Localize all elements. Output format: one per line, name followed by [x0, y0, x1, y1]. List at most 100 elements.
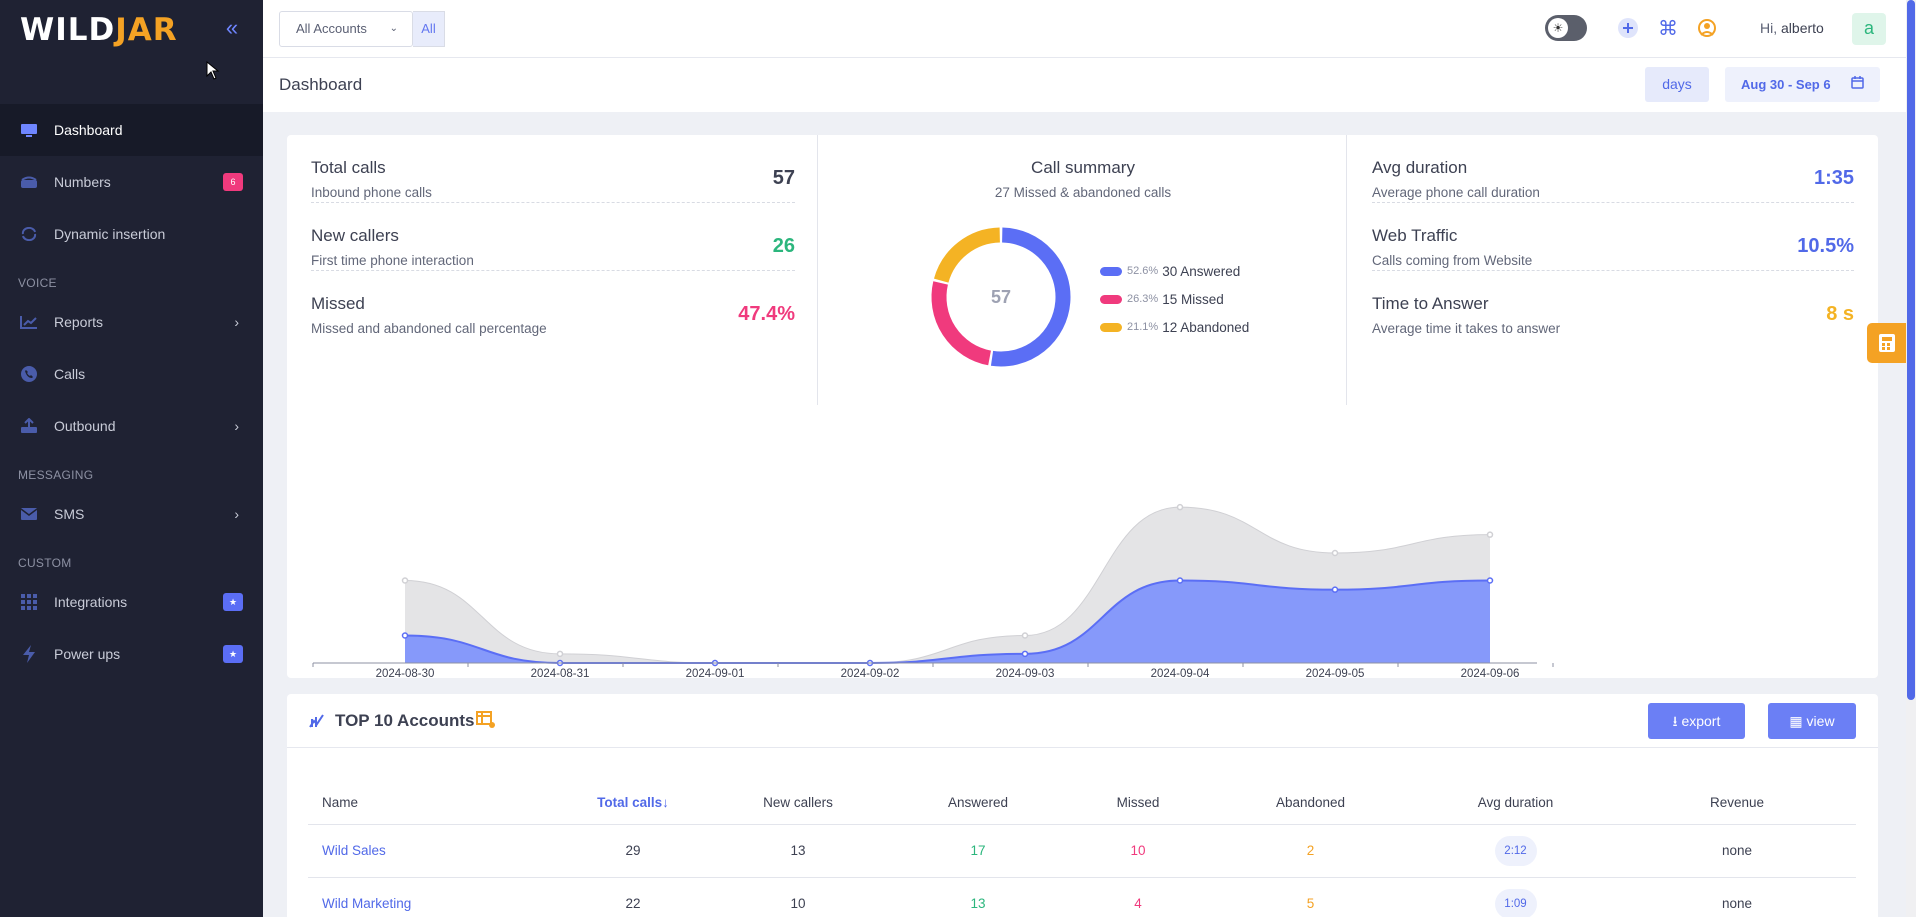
sun-icon: ☀: [1548, 18, 1568, 38]
sidebar-item-calls[interactable]: Calls: [0, 348, 263, 400]
x-tick-label: 2024-09-02: [841, 668, 900, 678]
account-select[interactable]: All Accounts ⌄: [279, 11, 413, 47]
data-point[interactable]: [1486, 577, 1494, 584]
support-icon[interactable]: [1695, 16, 1719, 40]
sidebar-item-outbound[interactable]: Outbound ›: [0, 400, 263, 452]
cell-revenue: none: [1618, 824, 1856, 878]
account-link[interactable]: Wild Marketing: [308, 877, 558, 917]
table-settings-icon[interactable]: [476, 711, 496, 734]
avatar[interactable]: a: [1852, 13, 1886, 45]
sidebar-item-numbers[interactable]: Numbers 6: [0, 156, 263, 208]
legend-answered[interactable]: 52.6% 30 Answered: [1100, 257, 1249, 285]
sidebar-item-label: Power ups: [54, 646, 121, 662]
sidebar-item-integrations[interactable]: Integrations ★: [0, 576, 263, 628]
stat-title: Time to Answer: [1372, 294, 1489, 313]
stat-value: 1:35: [1813, 167, 1854, 189]
data-point[interactable]: [401, 632, 409, 639]
date-range-picker[interactable]: Aug 30 - Sep 6: [1725, 67, 1880, 102]
stat-total-calls[interactable]: Total calls Inbound phone calls 57: [311, 135, 795, 203]
legend-label: 12 Abandoned: [1162, 319, 1250, 335]
sidebar-item-label: Integrations: [54, 594, 128, 610]
export-button[interactable]: ⭳ export: [1648, 703, 1745, 739]
data-point[interactable]: [1331, 586, 1339, 593]
legend-missed[interactable]: 26.3% 15 Missed: [1100, 285, 1249, 313]
data-point[interactable]: [1486, 531, 1494, 538]
call-summary-donut[interactable]: 57: [921, 217, 1081, 377]
data-point[interactable]: [556, 650, 564, 658]
data-point[interactable]: [1176, 503, 1184, 511]
area-answered[interactable]: [405, 580, 1490, 664]
stat-missed[interactable]: Missed Missed and abandoned call percent…: [311, 271, 795, 339]
col-avg-duration[interactable]: Avg duration: [1413, 782, 1618, 825]
data-point[interactable]: [1021, 650, 1029, 658]
theme-toggle[interactable]: ☀: [1545, 15, 1587, 41]
col-missed[interactable]: Missed: [1068, 782, 1208, 825]
calls-area-chart[interactable]: 2024-08-30 2024-08-31 2024-09-01 2024-09-02…: [287, 405, 1878, 678]
collapse-sidebar-icon[interactable]: «: [225, 15, 239, 40]
donut-slice-abandoned[interactable]: [933, 227, 1001, 283]
donut-slice-missed[interactable]: [931, 281, 992, 366]
account-select-value: All Accounts: [296, 21, 367, 36]
view-button[interactable]: ▦ view: [1768, 703, 1856, 739]
star-badge: ★: [223, 645, 243, 663]
scrollbar-thumb[interactable]: [1907, 0, 1915, 700]
section-voice: VOICE: [18, 276, 57, 290]
page-header: Dashboard days Aug 30 - Sep 6: [263, 58, 1906, 112]
grid-icon: [18, 593, 40, 611]
col-total-calls[interactable]: Total calls↓: [558, 782, 708, 825]
stat-value: 57: [772, 167, 795, 189]
col-name[interactable]: Name: [308, 782, 558, 825]
data-point[interactable]: [1176, 577, 1184, 584]
chevron-right-icon: ›: [234, 506, 239, 522]
stat-new-callers[interactable]: New callers First time phone interaction…: [311, 203, 795, 271]
stat-avg-duration[interactable]: Avg duration Average phone call duration…: [1372, 135, 1854, 203]
table-row: Wild Marketing 22 10 13 4 5 1:09 none: [308, 877, 1856, 917]
wildjar-logo[interactable]: WILDJAR: [20, 12, 178, 48]
x-tick-label: 2024-09-01: [686, 668, 745, 678]
data-point[interactable]: [401, 577, 409, 584]
stat-time-to-answer[interactable]: Time to Answer Average time it takes to …: [1372, 271, 1854, 339]
stat-value: 8 s: [1826, 303, 1854, 325]
col-revenue[interactable]: Revenue: [1618, 782, 1856, 825]
date-range-value: Aug 30 - Sep 6: [1741, 77, 1831, 92]
col-abandoned[interactable]: Abandoned: [1208, 782, 1413, 825]
stat-web-traffic[interactable]: Web Traffic Calls coming from Website 10…: [1372, 203, 1854, 271]
call-summary-subtitle: 27 Missed & abandoned calls: [994, 185, 1172, 200]
command-icon[interactable]: ⌘: [1658, 16, 1678, 40]
envelope-icon: [18, 505, 40, 523]
x-tick-label: 2024-09-05: [1306, 668, 1365, 678]
data-point[interactable]: [1331, 549, 1339, 557]
export-label: export: [1681, 713, 1721, 729]
sidebar: WILDJAR « Dashboard Numbers 6 Dynamic in…: [0, 0, 263, 917]
range-unit-button[interactable]: days: [1645, 67, 1709, 102]
legend-label: 15 Missed: [1162, 291, 1224, 307]
account-all-button[interactable]: All: [413, 11, 445, 47]
sidebar-item-dashboard[interactable]: Dashboard: [0, 104, 263, 156]
calculator-tab[interactable]: [1867, 323, 1906, 363]
stat-title: Web Traffic: [1372, 226, 1458, 245]
legend-abandoned[interactable]: 21.1% 12 Abandoned: [1100, 313, 1249, 341]
col-answered[interactable]: Answered: [888, 782, 1068, 825]
add-icon[interactable]: [1616, 16, 1640, 40]
stat-title: Total calls: [311, 158, 386, 177]
stat-value: 10.5%: [1797, 235, 1854, 257]
donut-slice-answered[interactable]: [990, 227, 1071, 367]
col-new-callers[interactable]: New callers: [708, 782, 888, 825]
sidebar-item-sms[interactable]: SMS ›: [0, 488, 263, 540]
stat-subtitle: Missed and abandoned call percentage: [311, 321, 547, 336]
data-point[interactable]: [1021, 632, 1029, 639]
account-link[interactable]: Wild Sales: [308, 824, 558, 878]
sidebar-item-dynamic-insertion[interactable]: Dynamic insertion: [0, 208, 263, 260]
stat-subtitle: Average time it takes to answer: [1372, 321, 1561, 336]
cell-abandoned: 2: [1208, 824, 1413, 878]
sidebar-item-reports[interactable]: Reports ›: [0, 296, 263, 348]
cell-answered: 13: [888, 877, 1068, 917]
x-tick-label: 2024-08-30: [376, 668, 435, 678]
sidebar-item-power-ups[interactable]: Power ups ★: [0, 628, 263, 680]
sidebar-nav: Dashboard Numbers 6 Dynamic insertion VO…: [0, 104, 263, 680]
sidebar-item-label: Calls: [54, 366, 86, 382]
upload-icon: [18, 417, 40, 435]
sidebar-item-label: Numbers: [54, 174, 111, 190]
sidebar-item-label: Outbound: [54, 418, 116, 434]
page-scrollbar[interactable]: [1906, 0, 1916, 917]
